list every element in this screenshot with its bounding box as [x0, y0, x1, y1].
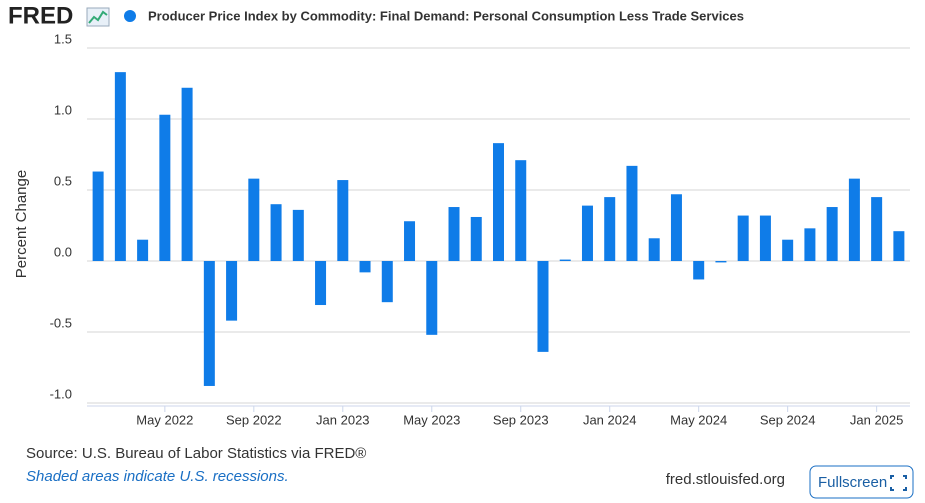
- logo-line: [88, 10, 108, 24]
- x-tick-label: May 2022: [136, 412, 193, 427]
- bar: [737, 215, 749, 261]
- y-axis-label: Percent Change: [13, 170, 30, 278]
- bar: [804, 228, 816, 261]
- logo: FRED: [8, 2, 73, 29]
- bar: [203, 261, 215, 386]
- bar: [315, 261, 327, 306]
- bar: [670, 194, 682, 261]
- button-label[interactable]: Fullscreen: [818, 474, 887, 491]
- bar: [515, 160, 527, 261]
- bar: [848, 178, 860, 261]
- button-icon[interactable]: [890, 475, 907, 491]
- y-tick-label: 0.0: [54, 244, 72, 259]
- logo-icon: [86, 7, 110, 27]
- x-tick-label: Sep 2022: [226, 412, 282, 427]
- bar: [426, 261, 438, 335]
- bar: [604, 197, 616, 261]
- bar: [292, 209, 304, 261]
- x-tick-label: Jan 2024: [583, 412, 637, 427]
- bar: [581, 205, 593, 261]
- bar: [248, 178, 260, 261]
- bar: [826, 207, 838, 261]
- bar: [537, 261, 549, 352]
- bar: [381, 261, 393, 303]
- bar: [226, 261, 238, 321]
- bar: [448, 207, 460, 261]
- x-tick-label: Jan 2025: [850, 412, 904, 427]
- button-frame[interactable]: [809, 465, 914, 499]
- bar: [715, 261, 727, 263]
- bar: [404, 221, 416, 261]
- y-tick-label: 1.0: [54, 102, 72, 117]
- bar: [181, 87, 193, 261]
- y-tick-label: -0.5: [50, 315, 72, 330]
- bar: [270, 204, 282, 261]
- source: Source: U.S. Bureau of Labor Statistics …: [26, 445, 366, 462]
- bar: [782, 239, 794, 261]
- site: fred.stlouisfed.org: [666, 471, 785, 488]
- bar: [337, 180, 349, 261]
- x-tick-label: May 2024: [670, 412, 727, 427]
- x-tick-label: Sep 2023: [493, 412, 549, 427]
- note: Shaded areas indicate U.S. recessions.: [26, 468, 289, 485]
- bar: [114, 72, 126, 261]
- x-tick-label: May 2023: [403, 412, 460, 427]
- bar: [648, 238, 660, 261]
- x-tick-label: Sep 2024: [760, 412, 816, 427]
- legend-dot: [124, 10, 136, 22]
- bar: [871, 197, 883, 261]
- y-tick-label: 1.5: [54, 31, 72, 46]
- legend-label: Producer Price Index by Commodity: Final…: [148, 8, 744, 23]
- bar: [893, 231, 905, 261]
- x-tick-label: Jan 2023: [316, 412, 370, 427]
- bar: [493, 143, 504, 261]
- bar: [159, 114, 171, 262]
- bar: [470, 216, 482, 261]
- fullscreen-button[interactable]: Fullscreen: [809, 465, 914, 499]
- bar: [359, 261, 371, 273]
- y-tick-label: 0.5: [54, 173, 72, 188]
- bar: [626, 165, 638, 261]
- y-tick-label: -1.0: [50, 386, 72, 401]
- bar: [693, 261, 705, 280]
- bar: [137, 239, 149, 261]
- bar: [559, 259, 571, 261]
- bar: [92, 171, 104, 261]
- bar: [759, 215, 771, 261]
